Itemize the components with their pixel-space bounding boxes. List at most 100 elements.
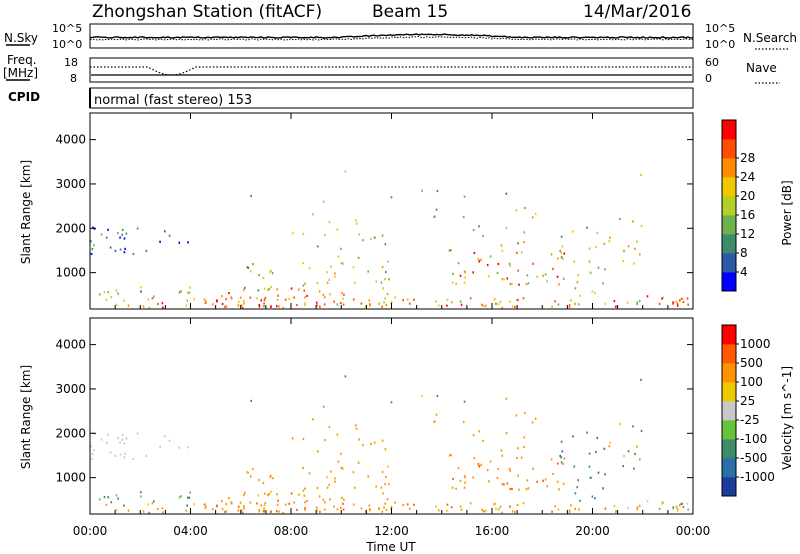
velocity-echo-cell xyxy=(318,495,321,498)
power-echo-cell xyxy=(435,208,438,211)
velocity-echo-cell xyxy=(574,492,577,495)
power-echo-cell xyxy=(518,283,520,286)
power-echo-cell xyxy=(188,291,191,294)
velocity-echo-cell xyxy=(368,508,371,511)
power-panel: 1000 2000 3000 4000 Slant Range [km] 4 8 12 16… xyxy=(19,112,794,310)
power-echo-cell xyxy=(646,295,649,298)
power-echo-cell xyxy=(252,263,254,266)
velocity-echo-cell xyxy=(436,394,439,398)
power-echo-cell xyxy=(115,303,118,306)
power-echo-cell xyxy=(224,305,226,308)
velocity-echo-cell xyxy=(151,502,154,505)
velocity-colorbar-tick-label: -25 xyxy=(740,413,760,427)
power-echo-cell xyxy=(258,273,260,277)
power-echo-cell xyxy=(151,297,154,300)
power-echo-cell xyxy=(406,298,409,301)
power-echo-cell xyxy=(368,303,371,306)
power-echo-cell xyxy=(119,248,122,251)
velocity-echo-cell xyxy=(497,467,500,471)
velocity-echo-cell xyxy=(608,445,611,448)
power-echo-cell xyxy=(517,269,519,272)
time-tick-label: 00:00 xyxy=(676,524,711,538)
velocity-colorbar-segment xyxy=(722,458,736,478)
power-echo-cell xyxy=(304,303,306,307)
power-echo-cell xyxy=(237,304,240,307)
velocity-echo-cell xyxy=(522,502,525,505)
power-colorbar-segment xyxy=(722,196,736,216)
velocity-echo-cell xyxy=(594,497,596,500)
velocity-echo-cell xyxy=(568,509,571,512)
power-colorbar-tick-label: 12 xyxy=(740,227,755,241)
velocity-echo-cell xyxy=(216,505,218,508)
velocity-echo-cell xyxy=(437,509,440,512)
freq-tick-bottom: 8 xyxy=(70,72,77,85)
velocity-echo-cell xyxy=(270,490,272,493)
power-echo-cell xyxy=(316,304,318,307)
velocity-echo-cell xyxy=(304,508,306,512)
velocity-echo-cell xyxy=(675,505,678,508)
power-echo-cell xyxy=(326,281,329,284)
velocity-echo-cell xyxy=(302,489,305,492)
velocity-echo-cell xyxy=(119,453,122,456)
velocity-echo-cell xyxy=(324,501,326,504)
power-echo-cell xyxy=(394,296,396,299)
velocity-echo-cell xyxy=(145,454,148,457)
velocity-echo-cell xyxy=(110,501,113,504)
velocity-echo-cell xyxy=(604,473,606,476)
power-echo-cell xyxy=(573,260,576,263)
velocity-echo-cell xyxy=(360,507,363,510)
power-colorbar-segment xyxy=(722,158,736,178)
power-echo-cell xyxy=(623,249,625,253)
power-echo-cell xyxy=(353,281,356,284)
velocity-colorbar-tick-label: -1000 xyxy=(740,470,775,484)
velocity-echo-cell xyxy=(619,422,621,426)
velocity-echo-cell xyxy=(298,493,300,496)
power-echo-cell xyxy=(473,251,476,255)
velocity-colorbar-segment xyxy=(722,401,736,421)
power-echo-cell xyxy=(626,301,629,304)
velocity-echo-cell xyxy=(506,482,509,485)
power-echo-cell xyxy=(276,298,279,301)
power-echo-cell xyxy=(340,247,342,250)
power-colorbar-tick-label: 28 xyxy=(740,151,755,165)
velocity-echo-cell xyxy=(326,476,328,479)
velocity-echo-cell xyxy=(384,448,387,451)
power-echo-cell xyxy=(481,303,483,306)
power-echo-cell xyxy=(244,286,246,289)
power-echo-cell xyxy=(336,228,339,231)
time-tick-label: 16:00 xyxy=(475,524,510,538)
velocity-echo-cell xyxy=(384,483,386,486)
velocity-echo-cell xyxy=(472,434,475,437)
velocity-echo-cell xyxy=(221,500,223,503)
power-echo-cell xyxy=(384,278,386,281)
velocity-echo-cell xyxy=(531,421,534,424)
velocity-colorbar-tick-label: 500 xyxy=(740,356,763,370)
power-echo-cell xyxy=(334,275,336,278)
power-echo-cell xyxy=(381,265,384,269)
velocity-echo-cell xyxy=(336,433,339,436)
velocity-colorbar-tick-label: 1000 xyxy=(740,337,771,351)
time-axis-label: Time UT xyxy=(365,540,416,554)
power-colorbar-tick-label: 16 xyxy=(740,208,755,222)
power-colorbar-tick-label: 4 xyxy=(740,265,748,279)
velocity-ytick-label: 1000 xyxy=(55,471,86,485)
velocity-echo-cell xyxy=(562,482,565,485)
velocity-echo-cell xyxy=(578,508,580,511)
velocity-echo-cell xyxy=(381,470,384,474)
velocity-echo-cell xyxy=(687,508,689,511)
velocity-echo-cell xyxy=(636,506,639,509)
power-echo-cell xyxy=(413,298,415,301)
velocity-echo-cell xyxy=(123,504,125,507)
velocity-echo-cell xyxy=(511,487,513,491)
power-echo-cell xyxy=(121,228,124,231)
power-echo-cell xyxy=(303,289,306,292)
velocity-echo-cell xyxy=(435,413,438,416)
power-echo-cell xyxy=(591,290,594,293)
power-echo-cell xyxy=(551,305,553,308)
power-echo-cell xyxy=(560,256,563,259)
power-echo-cell xyxy=(517,299,519,302)
power-echo-cell xyxy=(249,296,252,299)
power-echo-cell xyxy=(534,212,537,215)
power-echo-cell xyxy=(312,213,314,216)
power-echo-cell xyxy=(103,291,106,294)
